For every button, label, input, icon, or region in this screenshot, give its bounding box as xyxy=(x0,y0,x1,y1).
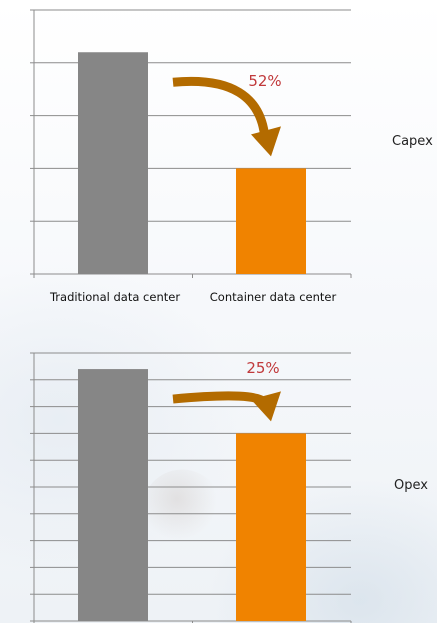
reduction-percentage: 25% xyxy=(246,359,279,377)
bar-container xyxy=(236,168,306,274)
reduction-percentage: 52% xyxy=(248,72,281,90)
reduction-arrow-head xyxy=(251,391,281,422)
bar-traditional xyxy=(78,52,148,274)
category-label: Traditional data center xyxy=(49,290,180,304)
opex-chart: 25% xyxy=(30,352,352,623)
category-label: Container data center xyxy=(210,290,337,304)
reduction-arrow-head xyxy=(251,126,281,157)
capex-chart: Traditional data center Container data ce… xyxy=(30,9,352,304)
bar-traditional xyxy=(78,369,148,621)
reduction-arrow xyxy=(172,76,270,139)
bar-container xyxy=(236,433,306,621)
capex-label: Capex xyxy=(392,134,433,149)
reduction-arrow xyxy=(172,391,270,407)
opex-label: Opex xyxy=(394,478,428,493)
